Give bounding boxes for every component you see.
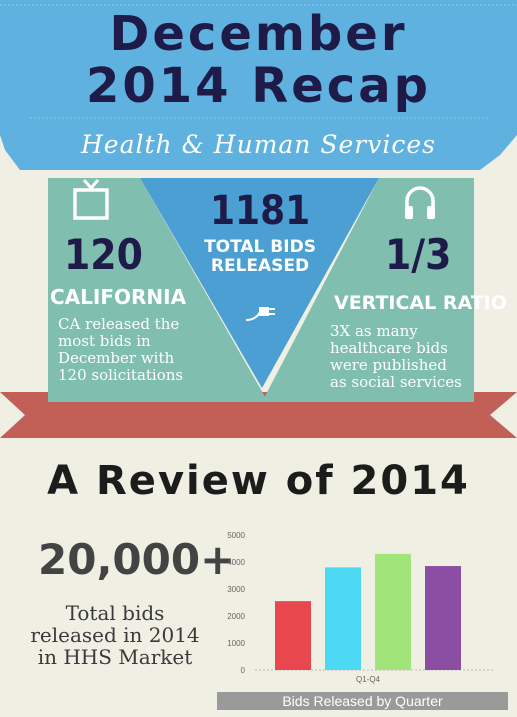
y-tick-label: 1000 [227,639,245,648]
header-banner: December 2014 Recap Health & Human Servi… [0,0,517,175]
ribbon-shape [0,392,517,438]
center-stat: 1181 [210,188,311,234]
chart-bar-3 [375,553,411,670]
right-label: VERTICAL RATIO [334,292,507,314]
banner-shape [0,0,517,170]
left-label: CALIFORNIA [50,285,187,309]
right-description: 3X as many healthcare bids were publishe… [330,322,462,391]
panels-shapes [0,178,517,438]
y-tick-label: 5000 [227,531,245,540]
chart-bar-2 [325,567,361,670]
total-bids-number: 20,000+ [38,535,236,584]
chart-caption: Bids Released by Quarter [217,692,508,710]
page-title-line2: 2014 Recap [85,58,432,114]
stat-panels: 120 CALIFORNIA CA released the most bids… [0,170,517,450]
y-tick-label: 4000 [227,558,245,567]
center-label: TOTAL BIDS RELEASED [204,237,316,276]
page-subtitle: Health & Human Services [81,130,436,159]
page-title-line1: December [109,6,408,62]
review-heading: A Review of 2014 [47,458,470,504]
y-tick-label: 0 [241,666,246,675]
right-stat: 1/3 [385,230,452,279]
y-tick-label: 2000 [227,612,245,621]
y-tick-label: 3000 [227,585,245,594]
chart-bar-4 [425,566,461,670]
left-panel-shape [48,178,268,402]
chart-bar-1 [275,601,311,670]
left-stat: 120 [64,230,143,279]
right-panel-shape [262,178,474,402]
left-description: CA released the most bids in December wi… [58,315,184,384]
x-tick-label: Q1-Q4 [356,675,381,684]
center-triangle-shape [140,178,379,388]
total-bids-description: Total bids released in 2014 in HHS Marke… [30,601,200,669]
bids-bar-chart: 0 1000 2000 3000 4000 5000 Q1-Q4 [227,531,495,684]
